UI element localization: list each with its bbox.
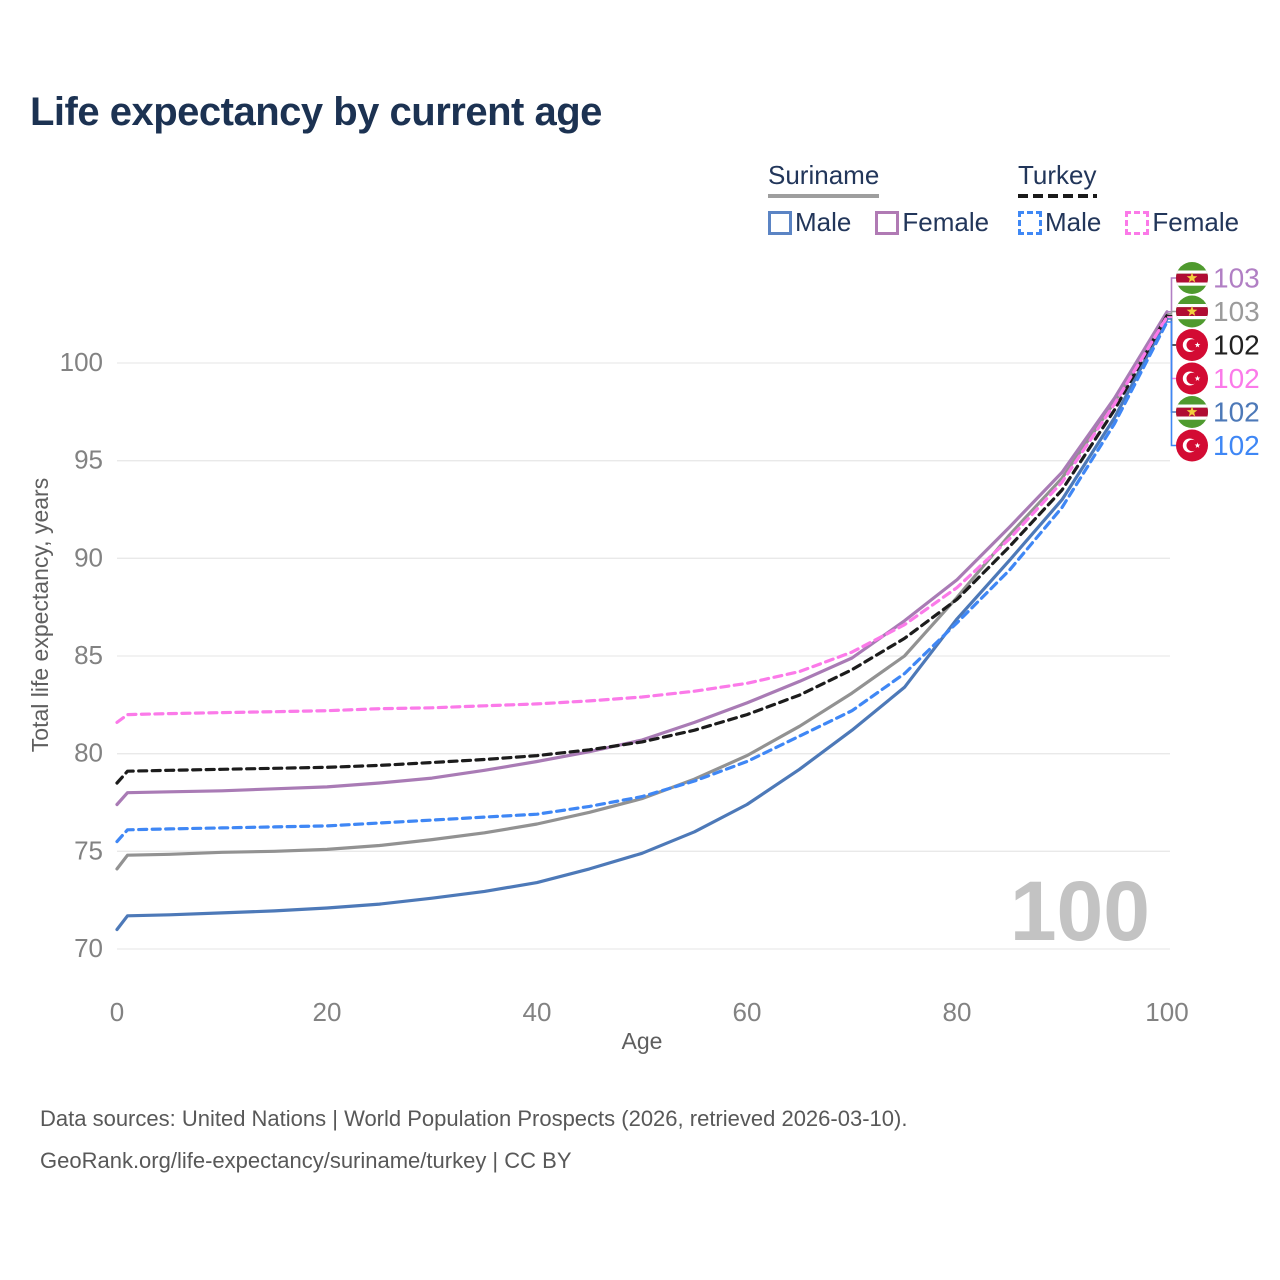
y-tick-label: 85 — [74, 640, 103, 670]
end-value-label-turkey_total: 102 — [1213, 330, 1260, 361]
legend-label: Female — [1152, 207, 1240, 237]
x-tick-label: 0 — [110, 997, 124, 1027]
legend-header-turkey: Turkey — [1018, 160, 1097, 190]
series-line-turkey_male[interactable] — [115, 320, 1169, 844]
legend-group-suriname: Suriname Male Female — [768, 160, 989, 238]
legend-item-turkey-male[interactable]: Male — [1018, 207, 1101, 238]
legend-item-suriname-female[interactable]: Female — [875, 207, 989, 238]
x-tick-label: 100 — [1145, 997, 1188, 1027]
legend-label: Female — [902, 207, 990, 237]
suriname-male-swatch-icon — [768, 210, 792, 235]
legend-label: Male — [1045, 207, 1102, 237]
x-tick-label: 60 — [733, 997, 762, 1027]
watermark-layer: 100 — [1010, 864, 1150, 958]
end-value-label-suriname_female: 103 — [1213, 263, 1260, 294]
y-tick-label: 80 — [74, 738, 103, 768]
suriname-female-swatch-icon — [875, 210, 900, 235]
turkey-flag-icon — [1176, 430, 1208, 462]
series-line-turkey_female[interactable] — [115, 315, 1169, 724]
footer-attribution-url: GeoRank.org/life-expectancy/suriname/tur… — [40, 1148, 572, 1173]
x-tick-label: 40 — [523, 997, 552, 1027]
series-lines — [115, 310, 1169, 932]
y-tick-label: 70 — [74, 933, 103, 963]
series-line-turkey_total[interactable] — [115, 314, 1169, 785]
suriname-flag-icon — [1176, 396, 1208, 428]
y-tick-label: 75 — [74, 835, 103, 865]
y-tick-label: 90 — [74, 542, 103, 572]
y-tick-label: 95 — [74, 445, 103, 475]
legend-group-turkey: Turkey Male Female — [1018, 160, 1239, 238]
suriname-flag-icon — [1176, 262, 1208, 294]
end-label-leader-suriname_total — [1167, 310, 1176, 315]
x-tick-label: 20 — [313, 997, 342, 1027]
gridlines — [117, 362, 1170, 950]
end-label-leader-suriname_female — [1167, 277, 1176, 313]
turkey-flag-icon — [1176, 363, 1208, 395]
legend-label: Male — [795, 207, 852, 237]
y-tick-label: 100 — [60, 347, 103, 377]
axis-labels: 70 75 80 85 90 95 100 0 20 40 60 80 100 Age Total life… — [27, 347, 1189, 1054]
footer-data-sources: Data sources: United Nations | World Pop… — [40, 1106, 908, 1131]
series-line-suriname_total[interactable] — [115, 312, 1169, 871]
end-value-label-turkey_male: 102 — [1213, 430, 1260, 461]
end-value-label-turkey_female: 102 — [1213, 363, 1260, 394]
legend-item-suriname-male[interactable]: Male — [768, 207, 851, 238]
legend-item-turkey-female[interactable]: Female — [1125, 207, 1239, 238]
y-axis-title: Total life expectancy, years — [27, 478, 53, 752]
turkey-female-swatch-icon — [1125, 210, 1150, 235]
end-label-leader-turkey_male — [1167, 321, 1176, 447]
watermark-age-100: 100 — [1010, 864, 1150, 958]
series-line-suriname_male[interactable] — [115, 317, 1169, 932]
legend-header-suriname: Suriname — [768, 160, 880, 190]
x-tick-label: 80 — [943, 997, 972, 1027]
turkey-male-swatch-icon — [1018, 210, 1042, 235]
page-title: Life expectancy by current age — [30, 90, 602, 134]
end-value-label-suriname_total: 103 — [1213, 296, 1260, 327]
turkey-dashed-line-sample — [1018, 194, 1097, 198]
suriname-flag-icon — [1176, 296, 1208, 328]
turkey-flag-icon — [1176, 329, 1208, 361]
suriname-solid-line-sample — [768, 194, 880, 198]
x-axis-title: Age — [622, 1028, 663, 1054]
end-value-label-suriname_male: 102 — [1213, 397, 1260, 428]
